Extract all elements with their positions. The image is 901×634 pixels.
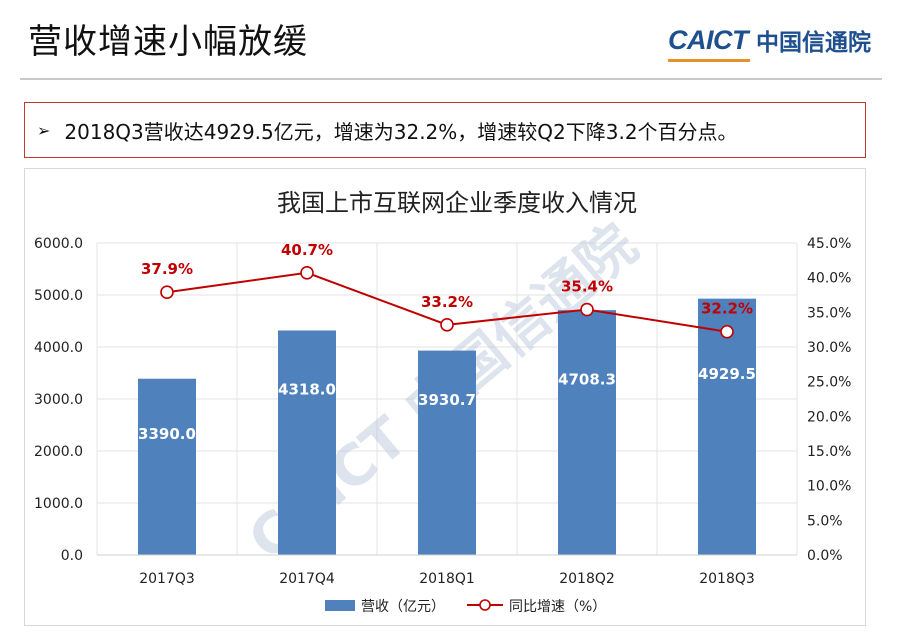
legend-swatch-growth-marker <box>479 599 491 611</box>
caict-logo: CAICT 中国信通院 <box>668 22 871 62</box>
growth-rate-point <box>300 266 314 280</box>
revenue-bar-label: 4318.0 <box>278 381 336 399</box>
y-right-tick-label: 10.0% <box>807 479 851 495</box>
title-divider <box>20 78 882 80</box>
revenue-bar <box>418 350 476 555</box>
y-left-tick-label: 5000.0 <box>34 288 83 304</box>
x-tick-label: 2017Q4 <box>279 571 335 587</box>
revenue-bar-label: 4708.3 <box>558 371 616 389</box>
logo-text-en: CAICT <box>668 24 749 55</box>
slide-title: 营收增速小幅放缓 <box>28 22 308 62</box>
y-right-tick-label: 30.0% <box>807 340 851 356</box>
growth-rate-label: 35.4% <box>561 278 613 296</box>
chart-title: 我国上市互联网企业季度收入情况 <box>277 189 637 217</box>
revenue-growth-chart: 我国上市互联网企业季度收入情况 0.0 1000.0 2000.0 3000.0 4000… <box>34 189 851 615</box>
y-right-tick-label: 25.0% <box>807 375 851 391</box>
y-left-tick-label: 6000.0 <box>34 236 83 252</box>
growth-rate-point <box>160 285 174 300</box>
summary-text: 2018Q3营收达4929.5亿元，增速为32.2%，增速较Q2下降3.2个百分… <box>64 119 738 144</box>
bullet-arrow-icon: ➢ <box>37 120 51 140</box>
growth-rate-point <box>580 302 594 317</box>
y-right-tick-label: 40.0% <box>807 271 851 287</box>
growth-rate-point <box>440 318 454 332</box>
y-left-tick-label: 2000.0 <box>34 444 83 460</box>
y-left-tick-label: 4000.0 <box>34 340 83 356</box>
revenue-bar-label: 4929.5 <box>698 365 756 383</box>
x-tick-label: 2017Q3 <box>139 571 195 587</box>
legend-label-growth: 同比增速（%） <box>509 599 606 615</box>
growth-rate-label: 40.7% <box>281 241 333 259</box>
revenue-bar <box>278 330 336 555</box>
logo-text-cn: 中国信通院 <box>756 30 871 56</box>
revenue-bar <box>558 310 616 555</box>
y-right-tick-label: 15.0% <box>807 444 851 460</box>
revenue-bar <box>698 298 756 555</box>
logo-underline <box>668 59 750 62</box>
revenue-bar <box>138 378 196 555</box>
revenue-bar-label: 3930.7 <box>418 391 476 409</box>
y-right-tick-label: 45.0% <box>807 236 851 252</box>
y-right-tick-label: 20.0% <box>807 409 851 425</box>
legend-swatch-revenue <box>325 600 355 611</box>
summary-box: ➢ 2018Q3营收达4929.5亿元，增速为32.2%，增速较Q2下降3.2个… <box>24 102 866 158</box>
growth-rate-point <box>720 324 734 339</box>
chart-frame: 我国上市互联网企业季度收入情况 0.0 1000.0 2000.0 3000.0 4000… <box>24 168 866 626</box>
x-tick-label: 2018Q3 <box>699 571 755 587</box>
y-left-tick-label: 1000.0 <box>34 496 83 512</box>
y-right-tick-label: 35.0% <box>807 305 851 321</box>
x-tick-label: 2018Q1 <box>419 571 475 587</box>
growth-rate-label: 37.9% <box>141 260 193 278</box>
y-left-tick-label: 0.0 <box>61 548 83 564</box>
revenue-bar-label: 3390.0 <box>138 425 196 443</box>
growth-rate-label: 33.2% <box>421 293 473 311</box>
legend-label-revenue: 营收（亿元） <box>361 599 445 615</box>
growth-rate-label: 32.2% <box>701 300 753 318</box>
y-left-tick-label: 3000.0 <box>34 392 83 408</box>
x-tick-label: 2018Q2 <box>559 571 615 587</box>
y-right-tick-label: 5.0% <box>807 513 843 529</box>
y-right-tick-label: 0.0% <box>807 548 843 564</box>
